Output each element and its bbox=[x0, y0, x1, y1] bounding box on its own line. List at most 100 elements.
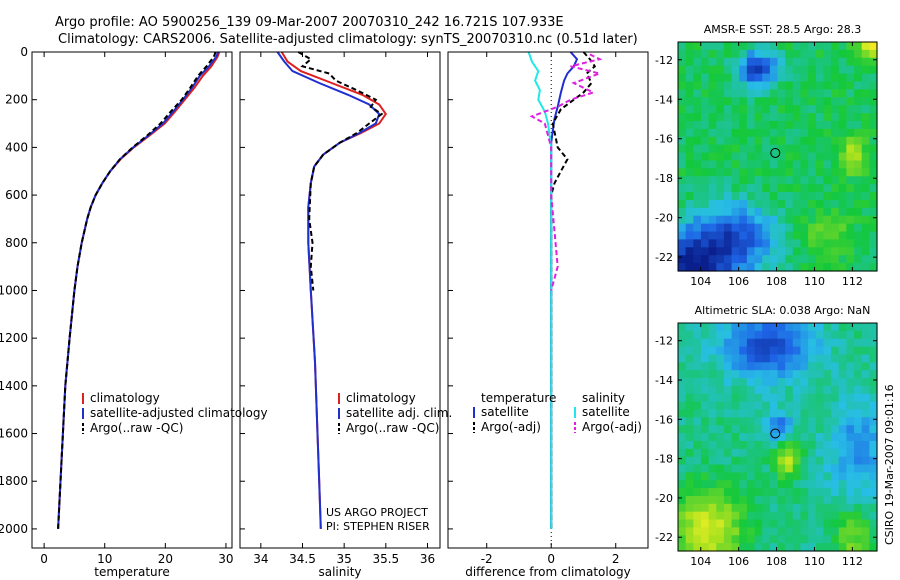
map-cell bbox=[693, 440, 702, 450]
map-cell bbox=[678, 440, 687, 450]
map-cell bbox=[808, 330, 817, 340]
y-tick-label-temperature: 1200 bbox=[0, 331, 28, 345]
map-cell bbox=[723, 192, 733, 201]
map-cell bbox=[861, 480, 870, 489]
map-cell bbox=[838, 448, 847, 458]
map-cell bbox=[854, 323, 863, 332]
map-cell bbox=[739, 401, 748, 411]
map-cell bbox=[754, 192, 763, 201]
map-cell bbox=[831, 543, 840, 552]
map-cell bbox=[808, 247, 817, 256]
map-cell bbox=[838, 456, 847, 466]
map-cell bbox=[792, 144, 802, 154]
map-cell bbox=[838, 354, 847, 363]
map-cell bbox=[792, 239, 802, 248]
map-cell bbox=[846, 338, 855, 348]
map-cell bbox=[708, 362, 717, 371]
map-cell bbox=[762, 223, 771, 233]
map-cell bbox=[831, 215, 840, 225]
map-cell bbox=[746, 113, 756, 122]
map-cell bbox=[716, 456, 725, 466]
annotation-pi: PI: STEPHEN RISER bbox=[326, 520, 430, 533]
map-cell bbox=[746, 323, 756, 332]
map-cell bbox=[815, 425, 825, 434]
map-cell bbox=[746, 535, 756, 544]
map-cell bbox=[854, 207, 863, 217]
map-cell bbox=[739, 440, 748, 450]
map-cell bbox=[716, 346, 725, 356]
map-cell bbox=[846, 192, 855, 201]
map-cell bbox=[800, 519, 809, 529]
map-cell bbox=[800, 354, 809, 363]
map-cell bbox=[777, 417, 786, 426]
map-cell bbox=[800, 323, 809, 332]
map-cell bbox=[700, 231, 710, 241]
map-cell bbox=[815, 105, 825, 114]
map-cell bbox=[739, 338, 748, 348]
map-cell bbox=[815, 378, 825, 387]
map-cell bbox=[823, 370, 832, 379]
map-cell bbox=[785, 425, 794, 434]
map-cell bbox=[800, 409, 809, 418]
map-cell bbox=[808, 527, 817, 536]
map-cell bbox=[823, 199, 832, 209]
map-cell bbox=[685, 215, 694, 225]
map-cell bbox=[854, 128, 863, 138]
map-cell bbox=[700, 385, 710, 395]
map-cell bbox=[708, 176, 717, 185]
map-cell bbox=[831, 456, 840, 466]
map-cell bbox=[716, 199, 725, 209]
map-cell bbox=[723, 89, 733, 98]
map-cell bbox=[746, 354, 756, 363]
map-cell bbox=[708, 113, 717, 122]
map-cell bbox=[700, 247, 710, 256]
map-cell bbox=[762, 378, 771, 387]
map-cell bbox=[716, 401, 725, 411]
map-cell bbox=[754, 263, 763, 272]
map-cell bbox=[731, 330, 740, 340]
map-cell bbox=[854, 97, 863, 106]
map-cell bbox=[708, 409, 717, 418]
map-cell bbox=[800, 73, 809, 83]
map-cell bbox=[846, 409, 855, 418]
map-cell bbox=[739, 448, 748, 458]
map-cell bbox=[815, 401, 825, 411]
map-cell bbox=[746, 57, 756, 67]
map-cell bbox=[777, 409, 786, 418]
map-cell bbox=[746, 362, 756, 371]
map-cell bbox=[785, 81, 794, 90]
map-cell bbox=[685, 362, 694, 371]
map-cell bbox=[700, 401, 710, 411]
map-cell bbox=[708, 231, 717, 241]
map-cell bbox=[838, 120, 847, 130]
map-cell bbox=[723, 323, 733, 332]
map-cell bbox=[815, 503, 825, 513]
x-tick-label-salinity: 36 bbox=[420, 552, 435, 566]
map-cell bbox=[731, 495, 740, 505]
map-cell bbox=[869, 401, 878, 411]
map-cell bbox=[823, 152, 832, 162]
map-cell bbox=[785, 440, 794, 450]
map-cell bbox=[815, 543, 825, 552]
map-cell bbox=[731, 338, 740, 348]
map-cell bbox=[869, 128, 878, 138]
map-cell bbox=[746, 128, 756, 138]
map-cell bbox=[685, 330, 694, 340]
map-cell bbox=[846, 378, 855, 387]
map-cell bbox=[746, 192, 756, 201]
map-cell bbox=[769, 362, 779, 371]
map-cell bbox=[831, 199, 840, 209]
map-cell bbox=[685, 448, 694, 458]
map-cell bbox=[693, 433, 702, 442]
map-cell bbox=[693, 231, 702, 241]
map-cell bbox=[746, 215, 756, 225]
map-cell bbox=[831, 488, 840, 497]
map-cell bbox=[754, 136, 763, 146]
map-cell bbox=[685, 378, 694, 387]
map-cell bbox=[846, 535, 855, 544]
map-cell bbox=[693, 128, 702, 138]
map-cell bbox=[678, 346, 687, 356]
map-cell bbox=[831, 97, 840, 106]
map-cell bbox=[754, 49, 763, 59]
map-cell bbox=[739, 199, 748, 209]
